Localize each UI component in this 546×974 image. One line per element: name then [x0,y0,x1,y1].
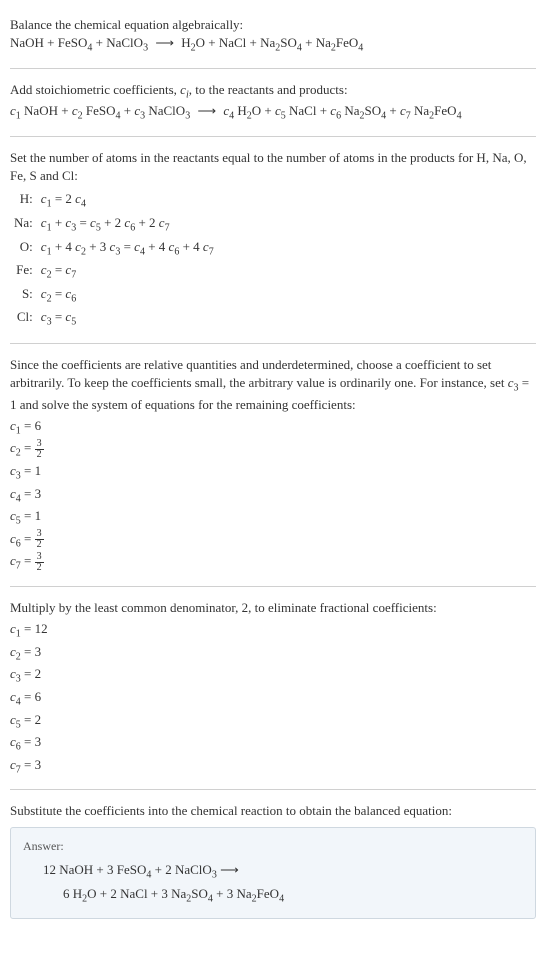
coeff-line: c2 = 3 [10,642,536,665]
coeff-line: c4 = 6 [10,687,536,710]
coeff-line: c5 = 2 [10,710,536,733]
coeff-list-fractional: c1 = 6c2 = 32c3 = 1c4 = 3c5 = 1c6 = 32c7… [10,416,536,574]
unbalanced-equation: NaOH + FeSO4 + NaClO3 ⟶ H2O + NaCl + Na2… [10,34,536,56]
coeff-line: c7 = 32 [10,551,536,574]
coeff-line: c2 = 32 [10,438,536,461]
section-stoich-coeffs: Add stoichiometric coefficients, ci, to … [10,73,536,132]
section-solve-coeffs: Since the coefficients are relative quan… [10,348,536,582]
fraction: 32 [35,552,44,573]
answer-line-2: 6 H2O + 2 NaCl + 3 Na2SO4 + 3 Na2FeO4 [43,884,523,908]
coeff-equation: c1 NaOH + c2 FeSO4 + c3 NaClO3 ⟶ c4 H2O … [10,102,536,124]
element-label: O: [10,237,37,261]
atom-equation-row: Fe:c2 = c7 [10,260,218,284]
coeff-line: c3 = 2 [10,664,536,687]
coeff-line: c6 = 32 [10,529,536,552]
intro-text: Balance the chemical equation algebraica… [10,16,536,34]
section-atom-equations: Set the number of atoms in the reactants… [10,141,536,339]
atom-equation-row: O:c1 + 4 c2 + 3 c3 = c4 + 4 c6 + 4 c7 [10,237,218,261]
divider [10,343,536,344]
coeff-line: c6 = 3 [10,732,536,755]
coeff-line: c1 = 6 [10,416,536,439]
balanced-equation: 12 NaOH + 3 FeSO4 + 2 NaClO3 ⟶ 6 H2O + 2… [23,860,523,907]
final-intro: Substitute the coefficients into the che… [10,802,536,820]
element-label: Cl: [10,307,37,331]
coeff-list-integer: c1 = 12c2 = 3c3 = 2c4 = 6c5 = 2c6 = 3c7 … [10,619,536,777]
section-balance-intro: Balance the chemical equation algebraica… [10,8,536,64]
coeff-line: c7 = 3 [10,755,536,778]
answer-label: Answer: [23,838,523,855]
atom-equation-row: H:c1 = 2 c4 [10,189,218,213]
element-equation: c1 + c3 = c5 + 2 c6 + 2 c7 [37,213,218,237]
element-equation: c2 = c6 [37,284,218,308]
lcd-intro: Multiply by the least common denominator… [10,599,536,617]
element-equation: c2 = c7 [37,260,218,284]
coeff-line: c4 = 3 [10,484,536,507]
answer-box: Answer: 12 NaOH + 3 FeSO4 + 2 NaClO3 ⟶ 6… [10,827,536,919]
divider [10,789,536,790]
element-equation: c1 + 4 c2 + 3 c3 = c4 + 4 c6 + 4 c7 [37,237,218,261]
solve-intro: Since the coefficients are relative quan… [10,356,536,414]
atom-equation-row: Cl:c3 = c5 [10,307,218,331]
element-label: S: [10,284,37,308]
divider [10,68,536,69]
divider [10,136,536,137]
section-final: Substitute the coefficients into the che… [10,794,536,926]
atom-equation-table: H:c1 = 2 c4Na:c1 + c3 = c5 + 2 c6 + 2 c7… [10,189,218,331]
atom-equation-row: Na:c1 + c3 = c5 + 2 c6 + 2 c7 [10,213,218,237]
element-label: Na: [10,213,37,237]
coeff-line: c3 = 1 [10,461,536,484]
atom-equation-row: S:c2 = c6 [10,284,218,308]
coeff-line: c1 = 12 [10,619,536,642]
element-label: H: [10,189,37,213]
stoich-intro: Add stoichiometric coefficients, ci, to … [10,81,536,103]
element-equation: c1 = 2 c4 [37,189,218,213]
fraction: 32 [35,529,44,550]
element-label: Fe: [10,260,37,284]
element-equation: c3 = c5 [37,307,218,331]
atom-intro: Set the number of atoms in the reactants… [10,149,536,185]
section-multiply-lcd: Multiply by the least common denominator… [10,591,536,785]
divider [10,586,536,587]
coeff-line: c5 = 1 [10,506,536,529]
fraction: 32 [35,439,44,460]
answer-line-1: 12 NaOH + 3 FeSO4 + 2 NaClO3 ⟶ [43,860,523,884]
